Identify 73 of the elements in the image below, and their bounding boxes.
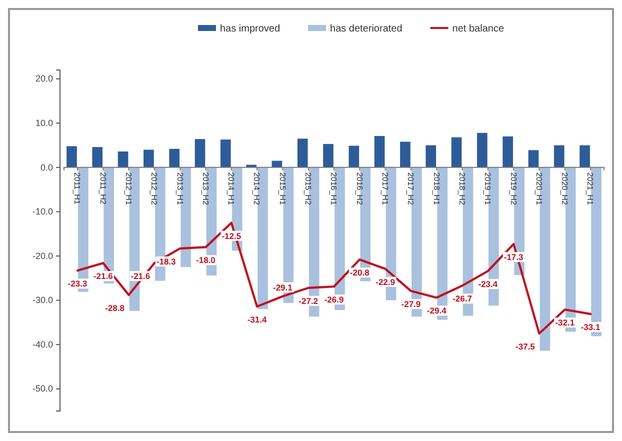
x-tick-label: 2019_H1	[483, 172, 492, 206]
data-label: -21.6	[130, 271, 150, 282]
data-label: -18.3	[156, 256, 176, 266]
bar	[297, 138, 308, 168]
bar	[144, 150, 154, 168]
data-label: -26.9	[324, 294, 344, 305]
x-tick-label: 2015_H2	[304, 172, 313, 206]
bar	[374, 136, 385, 168]
x-tick-label: 2017_H1	[380, 172, 390, 206]
x-tick-label: 2013_H2	[200, 172, 210, 206]
bar	[118, 151, 128, 168]
y-tick-label: 0.0	[40, 162, 53, 172]
bar	[451, 137, 462, 168]
y-tick-label: -40.0	[32, 339, 53, 350]
x-tick-label: 2014_H1	[226, 172, 236, 206]
data-label: -20.8	[350, 268, 370, 278]
x-tick-label: 2019_H2	[508, 172, 518, 206]
bar	[169, 148, 180, 168]
bar	[580, 145, 590, 168]
data-label: -33.1	[580, 322, 600, 332]
data-label: -27.9	[401, 298, 421, 309]
bar	[92, 147, 103, 168]
bar	[554, 145, 564, 168]
bar	[258, 167, 268, 310]
data-label: -31.4	[247, 314, 267, 324]
y-tick-label: 10.0	[35, 118, 53, 128]
data-label: -21.6	[93, 271, 114, 282]
data-label: -29.4	[426, 306, 447, 316]
x-tick-label: 2012_H1	[124, 172, 133, 206]
bar	[194, 139, 206, 168]
data-label: -37.5	[516, 342, 536, 352]
x-tick-label: 2017_H2	[406, 172, 416, 206]
x-tick-label: 2018_H1	[432, 172, 441, 206]
bar	[323, 144, 334, 168]
x-tick-label: 2014_H2	[252, 172, 262, 206]
data-label: -12.5	[222, 230, 242, 241]
data-label: -27.2	[298, 296, 318, 306]
bar	[426, 145, 436, 168]
data-label: -29.1	[273, 282, 293, 292]
y-tick-label: -30.0	[32, 295, 53, 306]
y-tick-label: -10.0	[32, 206, 53, 217]
data-label: -22.9	[376, 276, 396, 287]
data-label: -18.0	[196, 255, 216, 266]
x-tick-label: 2018_H2	[457, 172, 466, 206]
data-label: -26.7	[452, 294, 472, 304]
bar	[400, 142, 410, 168]
legend-label: has deteriorated	[330, 24, 402, 34]
x-tick-label: 2013_H1	[175, 172, 184, 206]
x-tick-label: 2016_H2	[354, 172, 364, 206]
bar	[502, 136, 513, 168]
data-label: -32.1	[555, 318, 575, 328]
bar	[528, 150, 539, 168]
x-tick-label: 2020_H1	[534, 172, 544, 206]
legend-label: has improved	[220, 24, 280, 34]
y-tick-label: 20.0	[35, 74, 53, 84]
data-label: -23.4	[478, 279, 498, 290]
bar	[220, 140, 231, 168]
x-tick-label: 2012_H2	[150, 172, 159, 206]
x-tick-label: 2011_H2	[98, 172, 108, 205]
bar	[66, 146, 77, 168]
data-label: -23.3	[68, 278, 88, 289]
x-tick-label: 2016_H1	[329, 172, 338, 206]
x-tick-label: 2020_H2	[560, 172, 570, 206]
x-tick-label: 2021_H1	[586, 172, 595, 206]
data-label: -28.8	[105, 302, 125, 313]
bar	[477, 132, 488, 168]
y-tick-label: -50.0	[32, 384, 53, 394]
bar	[348, 146, 360, 168]
data-label: -17.3	[504, 252, 524, 262]
legend-label: net balance	[452, 24, 504, 34]
x-tick-label: 2015_H1	[278, 172, 287, 206]
x-tick-label: 2011_H1	[72, 172, 82, 205]
y-tick-label: -20.0	[32, 250, 53, 261]
